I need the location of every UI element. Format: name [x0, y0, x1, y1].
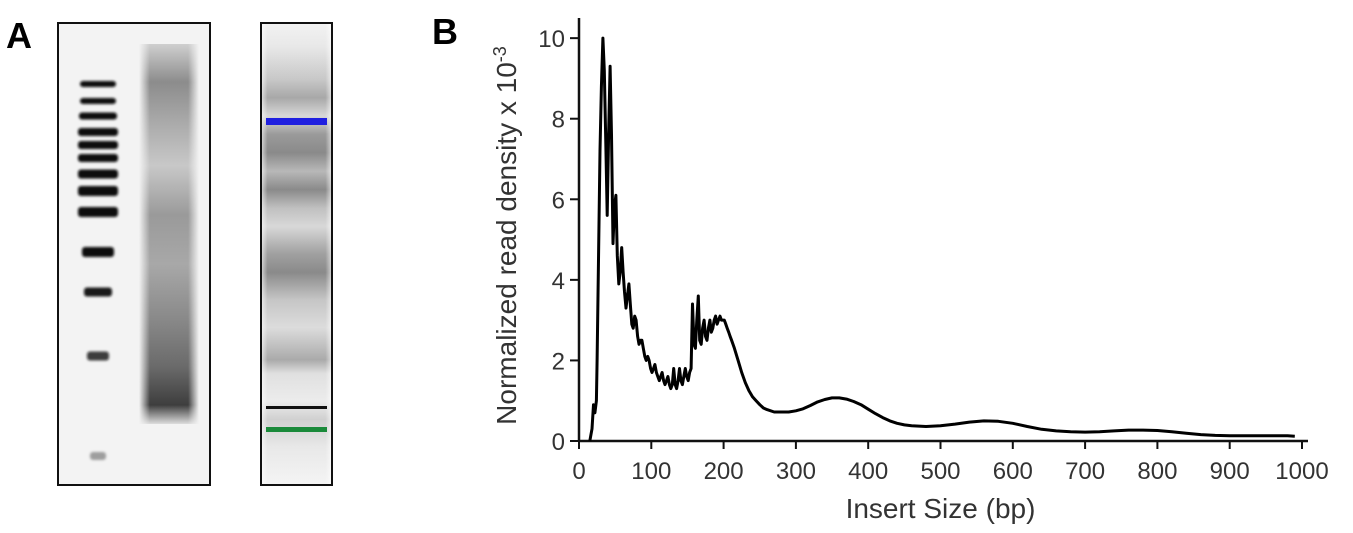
x-tick-label: 1000 [1275, 458, 1328, 485]
lower-marker-band [266, 427, 327, 432]
ladder-band [87, 351, 109, 361]
x-tick-label: 0 [572, 458, 585, 485]
bioanalyzer-lane [260, 22, 333, 486]
y-tick-label: 8 [552, 107, 565, 134]
ladder-band [78, 169, 118, 179]
ladder-band [90, 452, 106, 460]
x-tick-label: 600 [993, 458, 1033, 485]
panel-label-b: B [432, 11, 458, 52]
y-tick-label: 6 [552, 187, 565, 214]
y-tick-label: 2 [552, 348, 565, 375]
ladder-band [78, 186, 118, 196]
gel-lanes [59, 24, 209, 484]
ladder-lane [78, 81, 118, 460]
x-tick-label: 500 [920, 458, 960, 485]
upper-marker-band [266, 118, 327, 125]
x-tick-label: 700 [1065, 458, 1105, 485]
x-tick-label: 100 [631, 458, 671, 485]
ladder-band [78, 141, 118, 149]
ladder-band [78, 207, 118, 217]
virtual-gel [262, 24, 331, 484]
y-axis-exponent: -3 [490, 46, 510, 62]
y-axis-label: Normalized read density x 10-3 [490, 46, 522, 425]
ladder-band [80, 98, 116, 104]
x-tick-label: 800 [1137, 458, 1177, 485]
x-tick-label: 900 [1210, 458, 1250, 485]
ladder-band [80, 81, 116, 87]
chart-axes [577, 18, 1308, 443]
x-tick-label: 300 [776, 458, 816, 485]
ladder-band [78, 128, 118, 136]
sample-smear [139, 44, 199, 424]
gel-image [57, 22, 211, 486]
x-tick-label: 200 [704, 458, 744, 485]
ladder-band [84, 287, 112, 297]
y-axis-label-text: Normalized read density x 10 [491, 62, 522, 425]
x-tick-label: 400 [848, 458, 888, 485]
density-series-line [588, 36, 1295, 442]
y-tick-label: 10 [538, 26, 565, 53]
ladder-band [79, 112, 117, 120]
panel-label-a: A [6, 15, 32, 56]
ladder-band [78, 154, 118, 162]
chart-ticks: 0 100 200 300 400 500 600 700 800 900 1000 0 2 4 6 8 10 [538, 26, 1328, 485]
bioanalyzer-band [266, 406, 327, 409]
y-tick-label: 4 [552, 268, 565, 295]
ladder-band [82, 247, 114, 257]
y-tick-label: 0 [552, 429, 565, 456]
x-axis-label: Insert Size (bp) [846, 493, 1036, 524]
